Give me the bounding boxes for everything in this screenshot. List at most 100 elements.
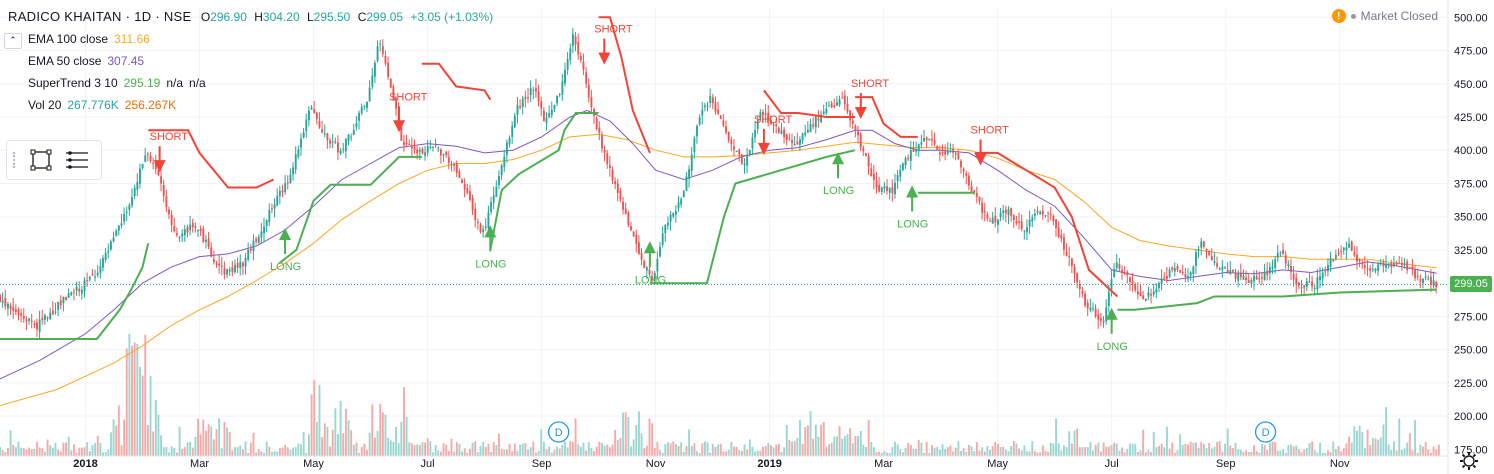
candle-body [645, 267, 648, 271]
candle-body [949, 150, 952, 152]
candle-body [519, 106, 522, 108]
short-signal-label: SHORT [389, 91, 428, 103]
candle-body [426, 146, 429, 153]
volume-bar [1063, 445, 1065, 456]
settings-lines-button[interactable] [63, 146, 91, 174]
candle-body [1076, 272, 1079, 283]
volume-bar [769, 445, 772, 456]
candle-body [1181, 272, 1184, 274]
volume-bar [1305, 448, 1308, 456]
volume-bar [117, 405, 120, 456]
candle-body [1216, 263, 1219, 267]
candle-body [128, 204, 131, 210]
indicator-volume[interactable]: Vol 20 267.776K 256.267K [8, 94, 493, 116]
collapse-chevron-icon[interactable]: ⌃ [4, 33, 22, 49]
candle-body [640, 252, 643, 260]
volume-bar [1363, 448, 1366, 456]
volume-bar [395, 426, 397, 456]
candle-body [1279, 251, 1282, 253]
candle-body [1020, 221, 1023, 230]
volume-bar [540, 429, 543, 456]
volume-bar [978, 450, 981, 456]
volume-bar [115, 425, 118, 456]
rectangle-tool-button[interactable] [27, 146, 55, 174]
volume-bar [1187, 444, 1189, 456]
candle-body [1123, 272, 1126, 274]
warning-icon[interactable]: ! [1331, 9, 1346, 23]
candle-body [933, 140, 936, 145]
candle-body [1305, 281, 1308, 287]
volume-bar [619, 437, 622, 456]
volume-bar [1171, 442, 1174, 456]
candle-body [25, 319, 28, 322]
candle-body [231, 267, 234, 272]
candle-body [532, 89, 535, 91]
candle-body [1152, 291, 1155, 295]
volume-bar [709, 452, 712, 456]
volume-bar [294, 447, 297, 456]
candle-body [1176, 265, 1179, 271]
candle-body [170, 214, 173, 226]
volume-bar [651, 423, 654, 456]
symbol-title[interactable]: RADICO KHAITAN · 1D · NSE [8, 9, 192, 24]
candle-body [476, 221, 479, 223]
volume-bar [344, 408, 347, 456]
candle-body [698, 117, 701, 125]
volume-bar [1419, 444, 1422, 456]
candle-body [212, 259, 215, 263]
candle-body [4, 297, 7, 307]
gear-icon[interactable] [1459, 451, 1479, 471]
volume-bar [1279, 450, 1282, 456]
time-axis: 2018 Mar May Jul Sep Nov 2019 Mar May Jul Sep Nov [0, 455, 1448, 470]
volume-bar [843, 435, 846, 456]
indicator-supertrend[interactable]: SuperTrend 3 10 295.19 n/a n/a [8, 72, 493, 94]
volume-bar [899, 449, 902, 456]
candle-body [587, 84, 590, 98]
volume-bar [693, 443, 696, 456]
volume-bar [447, 451, 450, 456]
short-signal-label: SHORT [851, 78, 890, 90]
volume-bar [809, 411, 812, 456]
volume-bar [566, 447, 569, 456]
time-tick-label: Jul [421, 458, 435, 470]
candle-body [257, 236, 260, 244]
ema100-line [0, 133, 1437, 406]
candle-body [154, 161, 157, 170]
volume-bar [49, 445, 52, 456]
volume-bar [989, 449, 991, 456]
time-tick-label: Nov [1330, 458, 1350, 470]
candle-body [630, 226, 632, 231]
candle-body [1044, 215, 1047, 217]
candle-body [1250, 279, 1253, 284]
candle-body [387, 62, 390, 77]
candle-body [680, 199, 683, 205]
dividend-marker-label: D [1262, 427, 1270, 439]
indicator-ema50[interactable]: EMA 50 close 307.45 [8, 50, 493, 72]
indicator-ema100[interactable]: ⌃ EMA 100 close 311.66 [4, 28, 493, 50]
supertrend-up-segment [649, 149, 856, 285]
volume-bar [558, 448, 561, 456]
volume-bar [1271, 441, 1274, 456]
volume-bar [146, 425, 149, 456]
volume-bar [1150, 452, 1153, 456]
volume-bar [139, 366, 141, 456]
candle-body [1419, 278, 1422, 282]
candle-body [28, 318, 31, 321]
candle-body [656, 258, 659, 272]
candle-body [952, 149, 955, 153]
volume-bar [1250, 452, 1253, 456]
volume-bar [363, 443, 366, 456]
candle-body [1192, 266, 1195, 275]
volume-bar [1126, 448, 1129, 456]
drag-handle-icon[interactable] [13, 152, 19, 168]
candle-body [20, 313, 23, 317]
candle-body [841, 97, 844, 99]
volume-bar [1297, 449, 1300, 456]
candle-body [511, 125, 514, 138]
volume-bar [278, 448, 281, 456]
volume-bar [883, 450, 886, 456]
volume-bar [397, 442, 400, 456]
candle-body [730, 139, 733, 145]
volume-bar [1099, 451, 1102, 456]
